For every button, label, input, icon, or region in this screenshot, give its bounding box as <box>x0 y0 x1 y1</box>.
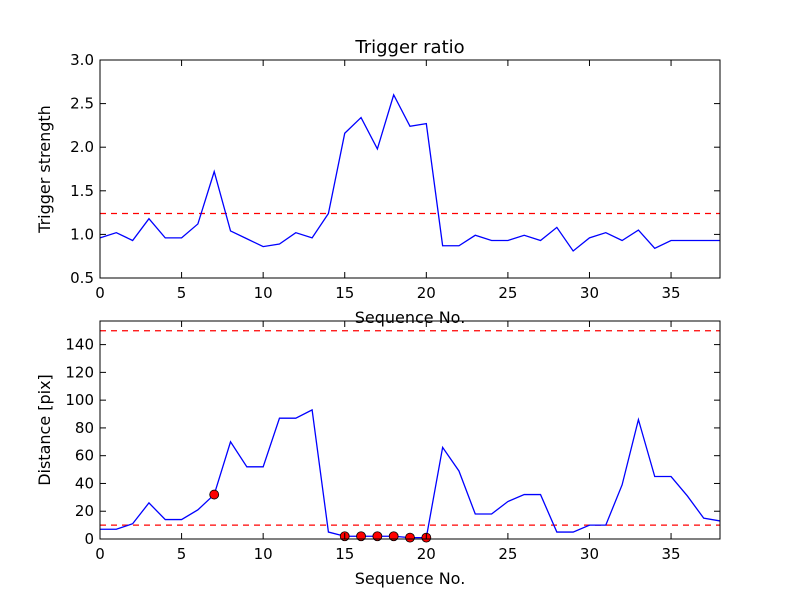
data-point-marker <box>405 532 415 543</box>
chart-title: Trigger ratio <box>354 37 464 58</box>
y-tick-label: 120 <box>65 363 94 381</box>
x-tick-label: 0 <box>95 545 105 563</box>
x-tick-label: 10 <box>254 284 273 302</box>
x-tick-label: 35 <box>662 545 681 563</box>
plot-area <box>100 330 721 543</box>
series-line <box>99 93 720 252</box>
distance-chart: 0 5 10 15 20 25 30 35 0 20 40 60 80 100 120 140 Sequen… <box>35 320 721 588</box>
x-tick-label: 5 <box>177 284 187 302</box>
data-point-marker <box>372 531 383 542</box>
y-tick-label: 2.5 <box>70 95 94 113</box>
y-tick-label: 60 <box>75 447 94 465</box>
y-tick-label: 0 <box>84 530 94 548</box>
x-tick-label: 5 <box>177 545 187 563</box>
y-axis-label: Trigger strength <box>35 105 54 234</box>
x-tick-label: 15 <box>335 284 354 302</box>
x-tick-label: 25 <box>498 284 517 302</box>
x-tick-label: 10 <box>254 545 273 563</box>
x-axis-label: Sequence No. <box>355 569 466 588</box>
x-axis-label: Sequence No. <box>355 308 466 327</box>
x-tick-label: 30 <box>580 284 599 302</box>
y-axis-ticks: 0.5 1.0 1.5 2.0 2.5 3.0 <box>70 51 720 287</box>
x-tick-label: 20 <box>417 284 436 302</box>
x-tick-label: 0 <box>95 284 105 302</box>
y-tick-label: 0.5 <box>70 269 94 287</box>
threshold-lines <box>100 330 720 526</box>
y-tick-label: 20 <box>75 502 94 520</box>
x-axis-ticks: 0 5 10 15 20 25 30 35 <box>95 321 681 563</box>
y-axis-ticks: 0 20 40 60 80 100 120 140 <box>65 336 720 548</box>
data-point-marker <box>356 531 366 542</box>
axes-frame <box>99 320 721 540</box>
y-tick-label: 3.0 <box>70 51 94 69</box>
y-tick-label: 140 <box>65 336 94 354</box>
x-tick-label: 15 <box>335 545 354 563</box>
y-tick-label: 40 <box>75 474 94 492</box>
y-tick-label: 100 <box>65 391 94 409</box>
y-tick-label: 1.5 <box>70 182 94 200</box>
data-point-marker <box>388 531 399 542</box>
x-axis-ticks: 0 5 10 15 20 25 30 35 <box>95 60 681 302</box>
trigger-ratio-chart: Trigger ratio 0 5 10 15 20 25 30 35 0.5 1.0 1.5 2.… <box>35 37 721 327</box>
plot-area <box>99 93 720 252</box>
y-axis-label: Distance [pix] <box>35 374 54 486</box>
marker-group <box>209 489 432 543</box>
x-tick-label: 20 <box>417 545 436 563</box>
series-group <box>99 93 720 252</box>
y-tick-label: 1.0 <box>70 225 94 243</box>
x-tick-label: 25 <box>498 545 517 563</box>
axes-frame <box>99 59 721 279</box>
y-tick-label: 80 <box>75 419 94 437</box>
y-tick-label: 2.0 <box>70 138 94 156</box>
x-tick-label: 35 <box>662 284 681 302</box>
x-tick-label: 30 <box>580 545 599 563</box>
data-point-marker <box>209 489 220 500</box>
